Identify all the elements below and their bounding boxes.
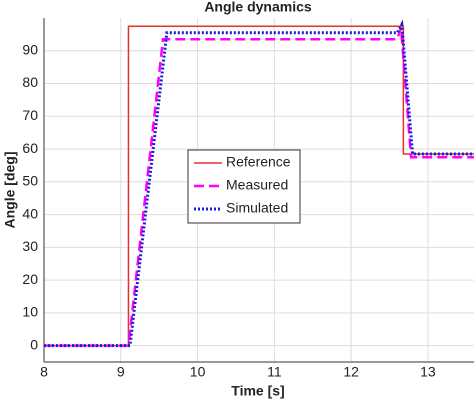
x-tick-label: 12 xyxy=(343,364,359,380)
x-tick-label: 10 xyxy=(190,364,206,380)
legend-label: Reference xyxy=(226,154,291,170)
legend: Reference Measured Simulated xyxy=(187,149,301,224)
x-tick-label: 9 xyxy=(117,364,125,380)
x-tick-label: 8 xyxy=(40,364,48,380)
y-tick-label: 40 xyxy=(22,205,38,221)
x-tick-label: 13 xyxy=(420,364,436,380)
y-tick-label: 50 xyxy=(22,173,38,189)
y-tick-label: 70 xyxy=(22,107,38,123)
y-tick-label: 30 xyxy=(22,238,38,254)
legend-label: Measured xyxy=(226,177,288,193)
y-tick-label: 80 xyxy=(22,74,38,90)
chart-title: Angle dynamics xyxy=(204,0,312,15)
line-series xyxy=(44,19,474,348)
x-tick-label: 11 xyxy=(267,364,282,380)
y-tick-label: 0 xyxy=(30,336,38,352)
lines xyxy=(44,19,474,348)
y-tick-label: 20 xyxy=(22,271,38,287)
y-tick-label: 90 xyxy=(22,41,38,57)
y-tick-label: 10 xyxy=(22,304,38,320)
legend-label: Simulated xyxy=(226,200,288,216)
x-axis-label: Time [s] xyxy=(231,383,284,399)
legend-box xyxy=(187,149,301,224)
y-tick-label: 60 xyxy=(22,140,38,156)
y-axis-label: Angle [deg] xyxy=(2,152,18,229)
